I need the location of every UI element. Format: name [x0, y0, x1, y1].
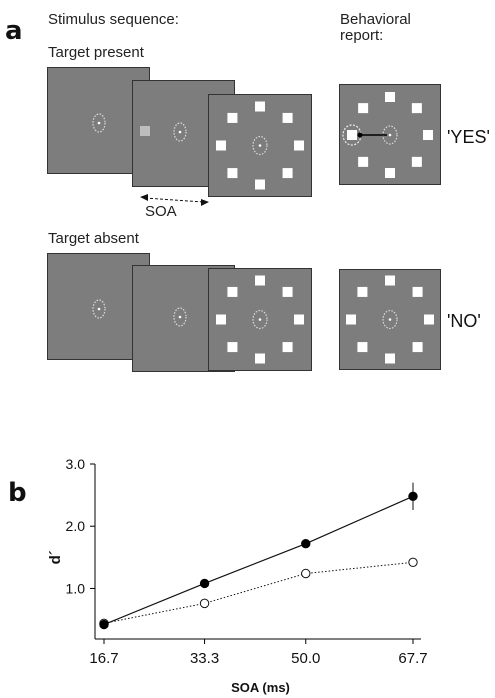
mask-square — [385, 92, 395, 102]
y-tick-label: 1.0 — [66, 580, 86, 596]
y-tick-label: 3.0 — [66, 456, 86, 472]
mask-square — [412, 342, 423, 353]
soa-label: SOA — [145, 203, 177, 220]
mask-square — [294, 140, 304, 151]
mask-square — [346, 314, 356, 325]
mask-square — [282, 112, 293, 123]
x-tick-label: 67.7 — [398, 650, 427, 667]
mask-square — [255, 353, 265, 364]
data-point-open — [199, 598, 210, 609]
mask-square — [385, 353, 395, 364]
mask-square — [255, 275, 265, 286]
absent-frame-mask — [208, 268, 312, 371]
behavioral-report-header-line2: report: — [340, 27, 384, 44]
mask-square — [255, 179, 265, 190]
report-frame-no — [339, 269, 441, 370]
mask-square — [282, 168, 293, 179]
mask-square — [227, 342, 238, 353]
mask-square — [357, 286, 368, 297]
target-present-label: Target present — [48, 44, 144, 61]
response-no: 'NO' — [447, 311, 481, 331]
mask-square — [216, 140, 226, 151]
mask-square — [227, 286, 238, 297]
data-point-filled — [301, 538, 311, 549]
dprime-chart: 1.0 2.0 3.0 16.7 33.3 50.0 67.7 SOA (ms) d´ — [47, 456, 428, 695]
x-tick-label: 50.0 — [291, 650, 320, 667]
mask-square — [358, 156, 369, 167]
mask-square — [423, 130, 433, 140]
data-point-open — [301, 568, 311, 579]
mask-square — [411, 103, 422, 114]
report-frame-yes — [339, 84, 441, 185]
y-tick-label: 2.0 — [66, 518, 86, 534]
behavioral-report-header-line1: Behavioral — [340, 11, 411, 28]
mask-square — [227, 112, 238, 123]
mask-square — [385, 275, 395, 286]
data-point-filled — [99, 619, 109, 630]
mask-square — [282, 286, 293, 297]
mask-square — [216, 314, 226, 325]
soa-arrow — [140, 194, 209, 206]
stimulus-sequence-header: Stimulus sequence: — [48, 11, 179, 28]
mask-square — [227, 168, 238, 179]
response-yes: 'YES' — [447, 127, 490, 147]
mask-square — [294, 314, 304, 325]
mask-square — [412, 286, 423, 297]
mask-square — [357, 342, 368, 353]
mask-square — [385, 168, 395, 178]
data-point-open — [408, 557, 418, 568]
data-point-filled — [199, 578, 210, 589]
mask-square — [424, 314, 434, 325]
mask-square — [255, 101, 265, 112]
target-square — [140, 126, 150, 136]
x-tick-label: 33.3 — [190, 650, 219, 667]
panel-a-letter: a — [5, 16, 23, 46]
x-axis-label: SOA (ms) — [231, 680, 290, 695]
x-tick-label: 16.7 — [89, 650, 118, 667]
data-point-filled — [408, 491, 418, 502]
panel-b-letter: b — [8, 478, 27, 508]
mask-square — [282, 342, 293, 353]
series-open-line — [103, 561, 414, 624]
mask-square — [411, 156, 422, 167]
stimulus-frame-mask — [208, 94, 312, 197]
series-filled-line — [103, 495, 414, 626]
y-axis-label: d´ — [47, 550, 64, 564]
target-absent-label: Target absent — [48, 230, 139, 247]
mask-square — [358, 103, 369, 114]
